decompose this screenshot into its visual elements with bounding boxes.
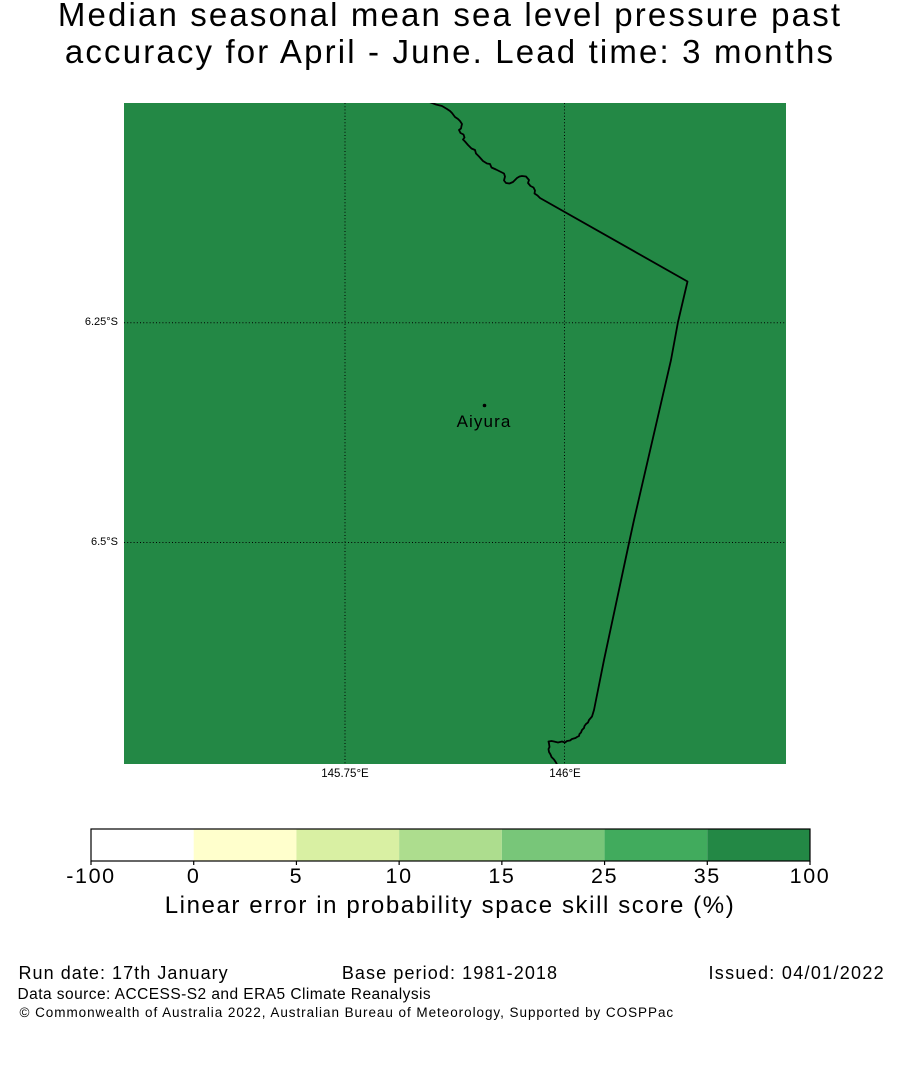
svg-text:Aiyura: Aiyura (457, 412, 512, 431)
